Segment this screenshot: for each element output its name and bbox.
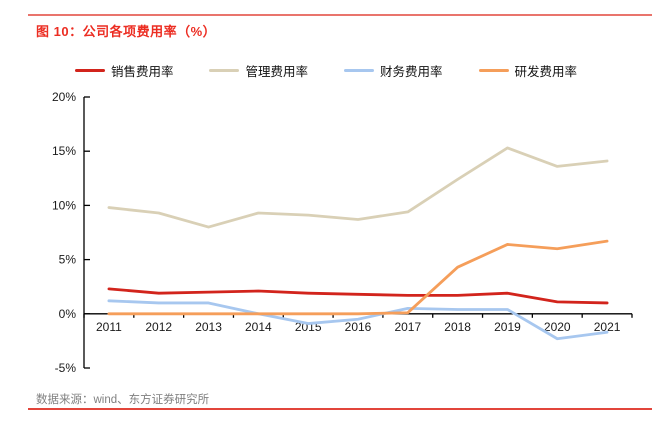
figure-title: 图 10：公司各项费用率（%）	[36, 24, 217, 39]
legend-swatch-rd-expense	[478, 68, 509, 73]
svg-text:20%: 20%	[52, 90, 76, 104]
svg-text:2014: 2014	[245, 320, 272, 334]
legend-swatch-finance-expense	[344, 68, 374, 73]
legend-item-sales-expense: 销售费用率	[74, 61, 174, 80]
bottom-divider	[28, 408, 652, 410]
svg-text:2021: 2021	[594, 320, 621, 334]
svg-text:15%: 15%	[52, 144, 76, 158]
svg-text:2019: 2019	[494, 320, 521, 334]
legend-label: 管理费用率	[245, 65, 308, 79]
legend-label: 销售费用率	[110, 65, 174, 79]
top-divider	[28, 14, 652, 16]
svg-text:5%: 5%	[59, 253, 77, 267]
svg-text:2013: 2013	[195, 320, 222, 334]
svg-text:0%: 0%	[59, 307, 77, 321]
legend-label: 研发费用率	[514, 65, 578, 79]
svg-text:2012: 2012	[145, 320, 172, 334]
legend-swatch-admin-expense	[209, 68, 240, 73]
legend-swatch-sales-expense	[74, 68, 105, 73]
svg-text:-5%: -5%	[55, 361, 77, 375]
svg-text:2017: 2017	[394, 320, 421, 334]
legend-item-rd-expense: 研发费用率	[478, 61, 578, 80]
chart-legend: 销售费用率 管理费用率 财务费用率 研发费用率	[0, 61, 652, 80]
svg-text:2020: 2020	[544, 320, 571, 334]
svg-text:2018: 2018	[444, 320, 471, 334]
legend-item-finance-expense: 财务费用率	[344, 61, 443, 80]
data-source-note: 数据来源：wind、东方证券研究所	[36, 394, 210, 406]
legend-label: 财务费用率	[380, 65, 443, 79]
svg-text:10%: 10%	[52, 198, 76, 212]
svg-text:2016: 2016	[345, 320, 372, 334]
svg-text:2011: 2011	[96, 320, 122, 334]
legend-item-admin-expense: 管理费用率	[209, 61, 308, 80]
